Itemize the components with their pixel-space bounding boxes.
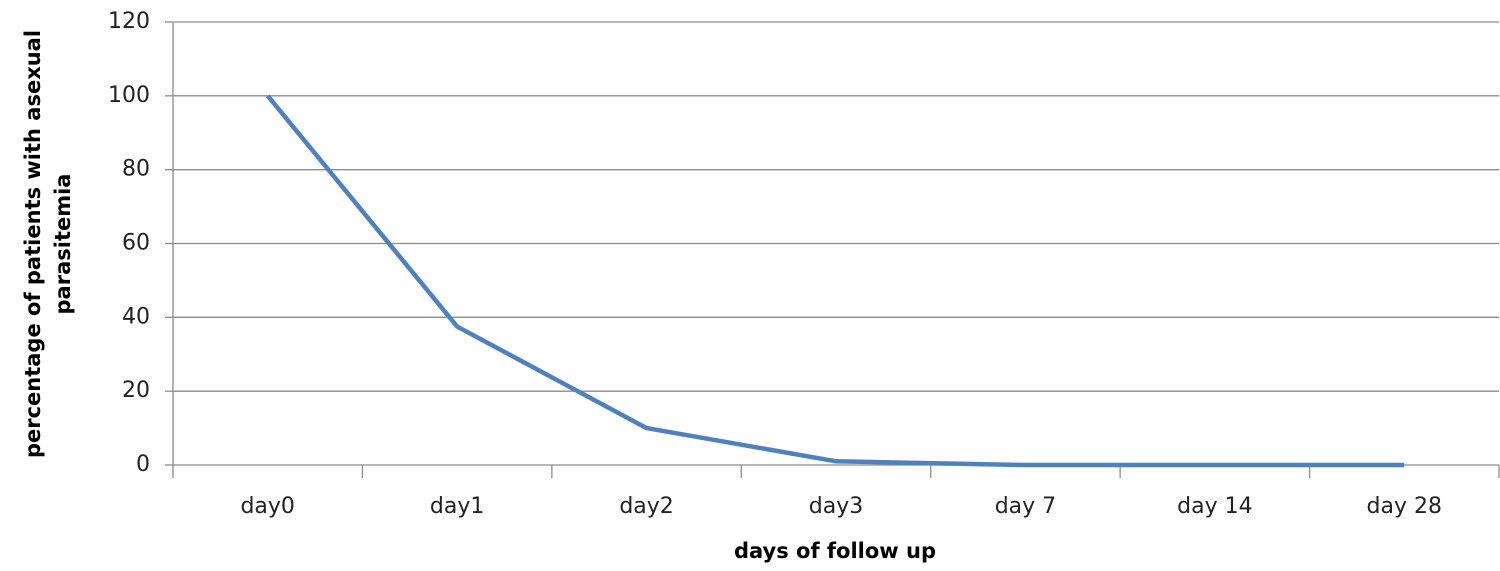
x-tick-label: day3 bbox=[809, 494, 863, 519]
x-tick-label: day 7 bbox=[995, 494, 1056, 519]
data-line bbox=[265, 94, 1405, 468]
y-tick-label: 120 bbox=[108, 9, 150, 34]
y-tick-label: 60 bbox=[122, 231, 150, 256]
y-tick-label: 40 bbox=[122, 304, 150, 329]
y-tick-label: 20 bbox=[122, 378, 150, 403]
y-tick-label: 80 bbox=[122, 157, 150, 182]
y-tick-label: 100 bbox=[108, 83, 150, 108]
x-tick-label: day1 bbox=[430, 494, 484, 519]
x-tick-label: day2 bbox=[619, 494, 673, 519]
x-tick-label: day0 bbox=[240, 494, 294, 519]
x-axis-title: days of follow up bbox=[734, 539, 936, 563]
y-axis-title: parasitemia bbox=[51, 174, 75, 315]
x-tick-label: day 14 bbox=[1177, 494, 1252, 519]
y-tick-label: 0 bbox=[136, 452, 150, 477]
x-tick-label: day 28 bbox=[1367, 494, 1442, 519]
y-axis-title: percentage of patients with asexual bbox=[21, 30, 45, 458]
